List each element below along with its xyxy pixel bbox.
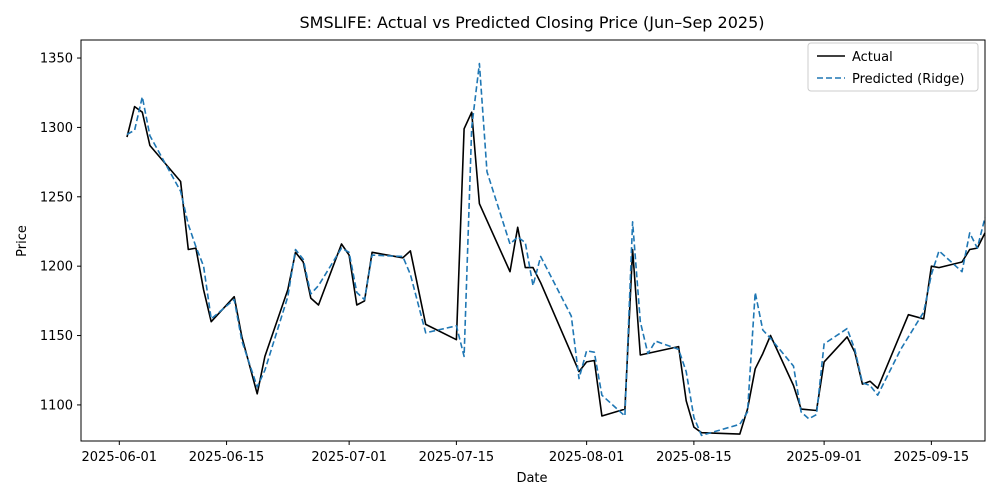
x-tick-label: 2025-07-01 — [311, 450, 387, 465]
y-tick-label: 1150 — [40, 329, 73, 344]
legend-label-predicted: Predicted (Ridge) — [852, 72, 964, 87]
plot-frame — [80, 39, 986, 442]
series-line-predicted — [126, 62, 986, 437]
x-tick-label: 2025-06-01 — [82, 450, 158, 465]
y-tick-label: 1100 — [40, 398, 73, 413]
y-axis: 1100 1150 1200 1250 1300 1350 — [40, 52, 81, 413]
x-tick-label: 2025-09-15 — [894, 450, 970, 465]
y-tick-label: 1300 — [40, 121, 73, 136]
legend-box — [807, 42, 979, 92]
x-tick-label: 2025-06-15 — [189, 450, 265, 465]
chart-title: SMSLIFE: Actual vs Predicted Closing Pri… — [300, 13, 765, 32]
plot-area — [80, 39, 986, 442]
series-line-actual — [126, 105, 986, 435]
y-tick-label: 1350 — [40, 52, 73, 67]
legend: Actual Predicted (Ridge) — [807, 42, 979, 92]
x-tick-label: 2025-08-15 — [656, 450, 732, 465]
y-tick-label: 1200 — [40, 260, 73, 275]
x-tick-label: 2025-07-15 — [419, 450, 495, 465]
x-tick-label: 2025-08-01 — [549, 450, 625, 465]
y-axis-label: Price — [15, 225, 30, 257]
x-tick-label: 2025-09-01 — [786, 450, 862, 465]
legend-label-actual: Actual — [852, 50, 893, 65]
x-axis: 2025-06-01 2025-06-15 2025-07-01 2025-07-15… — [82, 441, 970, 465]
y-tick-label: 1250 — [40, 190, 73, 205]
x-axis-label: Date — [516, 471, 547, 486]
